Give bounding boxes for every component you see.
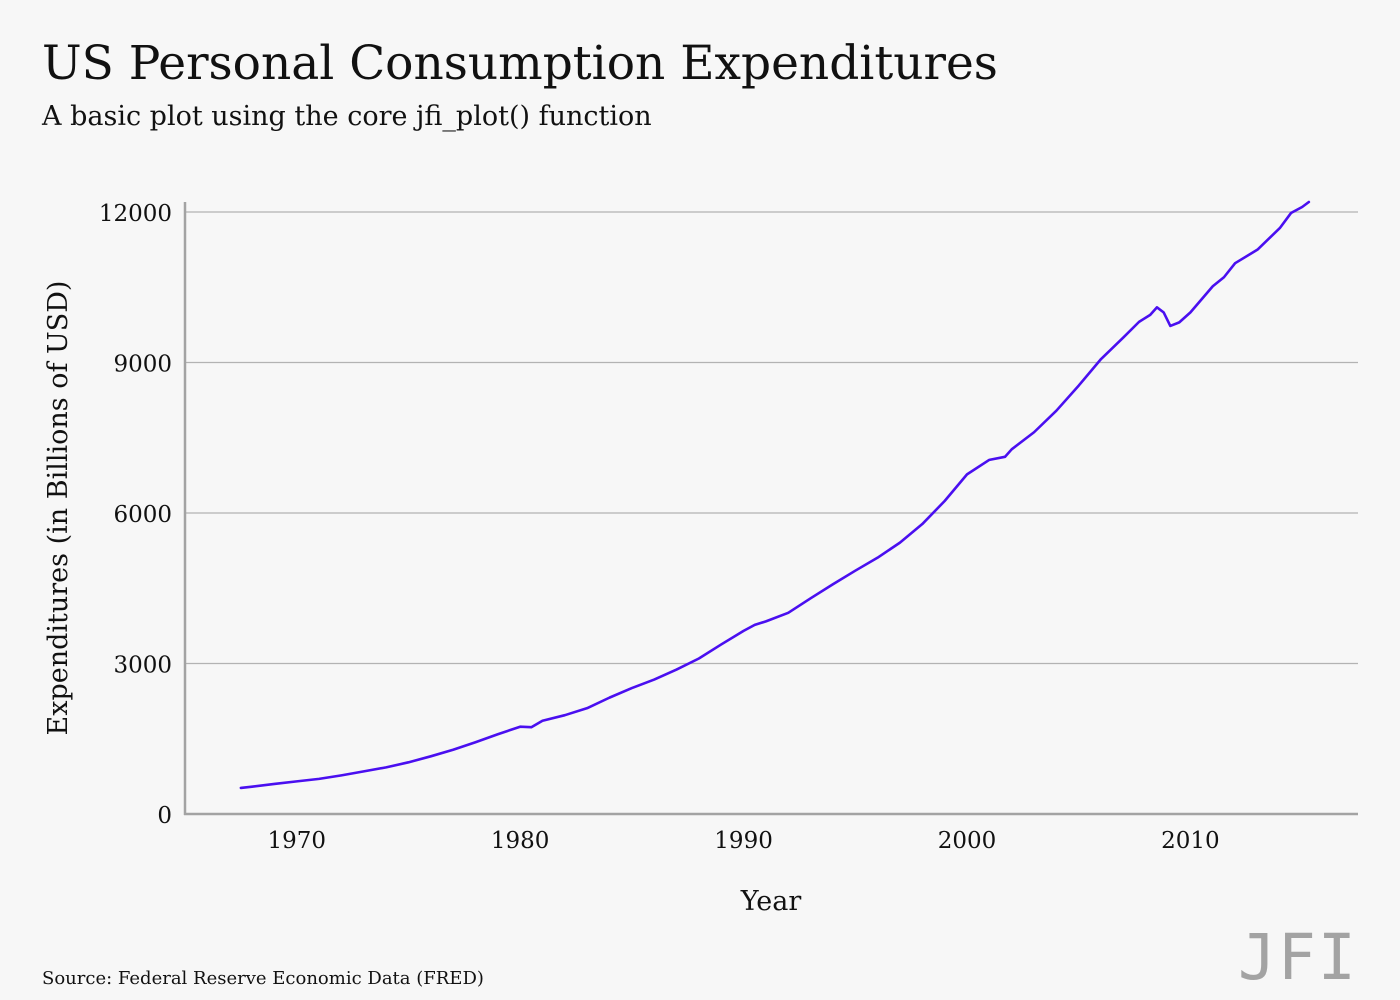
y-tick-label: 3000 (113, 653, 172, 679)
x-tick-label: 1980 (491, 828, 550, 854)
jfi-logo: JFI (1238, 921, 1358, 994)
x-axis-label: Year (740, 886, 802, 917)
x-tick-label: 1970 (267, 828, 326, 854)
x-tick-label: 1990 (714, 828, 773, 854)
chart-subtitle: A basic plot using the core jfi_plot() f… (42, 101, 652, 132)
y-tick-label: 0 (157, 803, 172, 829)
source-note: Source: Federal Reserve Economic Data (F… (42, 968, 484, 989)
y-tick-labels: 0 3000 6000 9000 12000 (99, 201, 172, 829)
x-tick-label: 2010 (1161, 828, 1220, 854)
chart-title: US Personal Consumption Expenditures (42, 36, 998, 91)
x-tick-label: 2000 (938, 828, 997, 854)
grid-lines (185, 211, 1358, 665)
x-tick-labels: 1970 1980 1990 2000 2010 (267, 828, 1219, 854)
axes (183, 202, 1358, 816)
series-line-0 (239, 200, 1311, 790)
y-axis-label: Expenditures (in Billions of USD) (43, 281, 74, 736)
y-tick-label: 9000 (113, 352, 172, 378)
y-tick-label: 6000 (113, 502, 172, 528)
y-tick-label: 12000 (99, 201, 172, 227)
series-layer (239, 200, 1311, 790)
